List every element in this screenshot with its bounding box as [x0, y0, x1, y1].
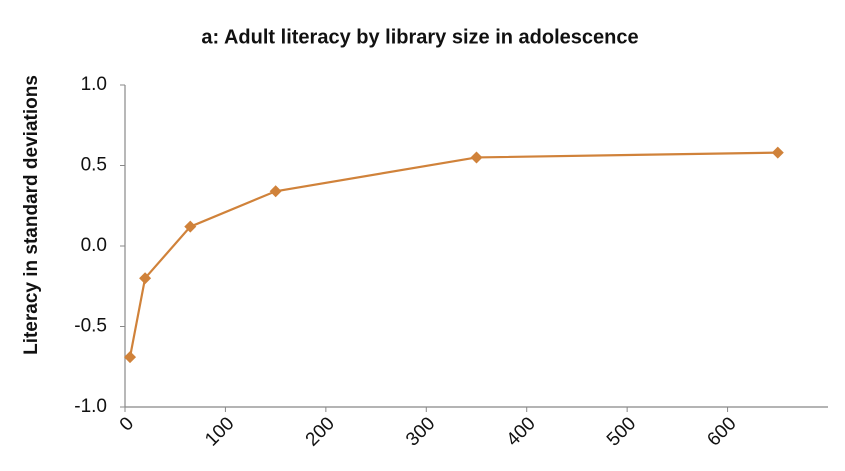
- marker: [470, 151, 483, 164]
- x-tick-label: 500: [603, 413, 640, 450]
- x-tick-label: 400: [503, 413, 540, 450]
- marker: [124, 351, 137, 364]
- x-tick-label: 300: [402, 413, 439, 450]
- y-axis-label: Literacy in standard deviations: [21, 75, 42, 355]
- y-tick-label: -1.0: [74, 396, 107, 417]
- y-tick-label: 0.0: [81, 235, 107, 256]
- marker: [184, 220, 197, 233]
- x-tick-label: 600: [703, 413, 740, 450]
- y-tick-label: 1.0: [81, 74, 107, 95]
- x-tick-label: 200: [302, 413, 339, 450]
- chart-title: a: Adult literacy by library size in ado…: [201, 26, 638, 48]
- y-tick-label: -0.5: [74, 316, 107, 337]
- x-tick-label: 0: [116, 413, 138, 435]
- marker: [771, 146, 784, 159]
- marker: [269, 185, 282, 198]
- marker: [139, 272, 152, 285]
- line: [128, 151, 778, 358]
- x-tick-label: 100: [201, 413, 238, 450]
- y-tick-label: 0.5: [81, 155, 107, 176]
